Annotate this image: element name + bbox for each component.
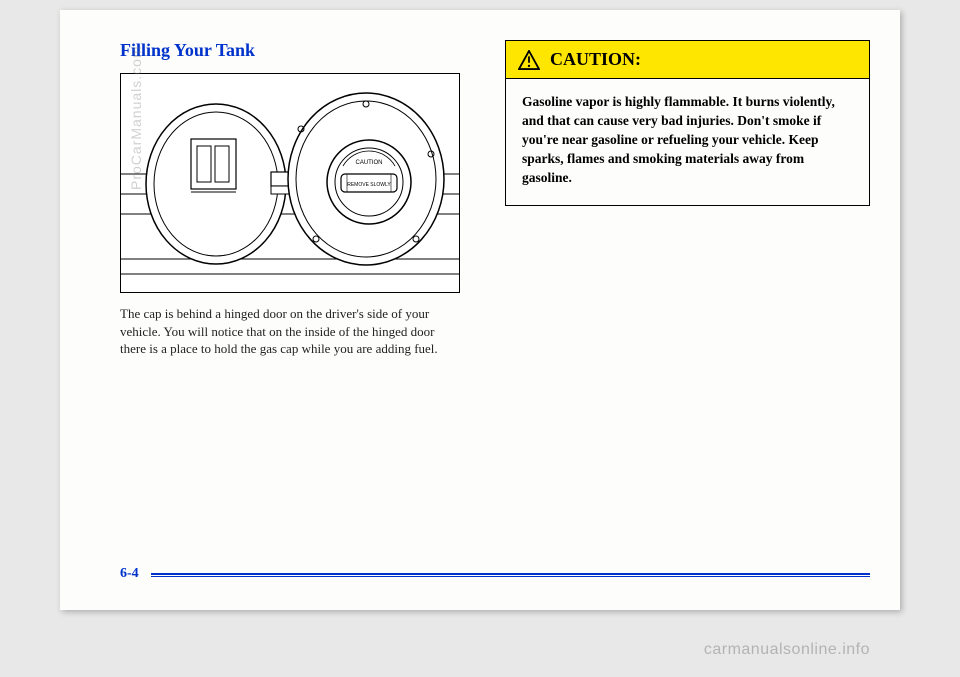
cap-remove-label: REMOVE SLOWLY [347, 182, 391, 188]
right-column: CAUTION: Gasoline vapor is highly flamma… [505, 40, 870, 358]
watermark-bottom: carmanualsonline.info [704, 641, 870, 659]
two-column-layout: Filling Your Tank [120, 40, 870, 358]
page-footer: 6-4 [120, 566, 870, 582]
section-title: Filling Your Tank [120, 40, 475, 61]
body-paragraph: The cap is behind a hinged door on the d… [120, 305, 460, 358]
footer-rule [151, 573, 870, 575]
caution-body-text: Gasoline vapor is highly flammable. It b… [506, 79, 869, 205]
manual-page: Filling Your Tank [60, 10, 900, 610]
watermark-side: ProCarManuals.com [128, 45, 144, 190]
fuel-cap-illustration: CAUTION REMOVE SLOWLY [120, 73, 460, 293]
caution-box: CAUTION: Gasoline vapor is highly flamma… [505, 40, 870, 206]
page-number: 6-4 [120, 566, 139, 582]
cap-caution-label: CAUTION [356, 160, 383, 166]
caution-header: CAUTION: [506, 41, 869, 79]
warning-triangle-icon [518, 50, 540, 70]
caution-header-text: CAUTION: [550, 49, 641, 70]
left-column: Filling Your Tank [120, 40, 475, 358]
